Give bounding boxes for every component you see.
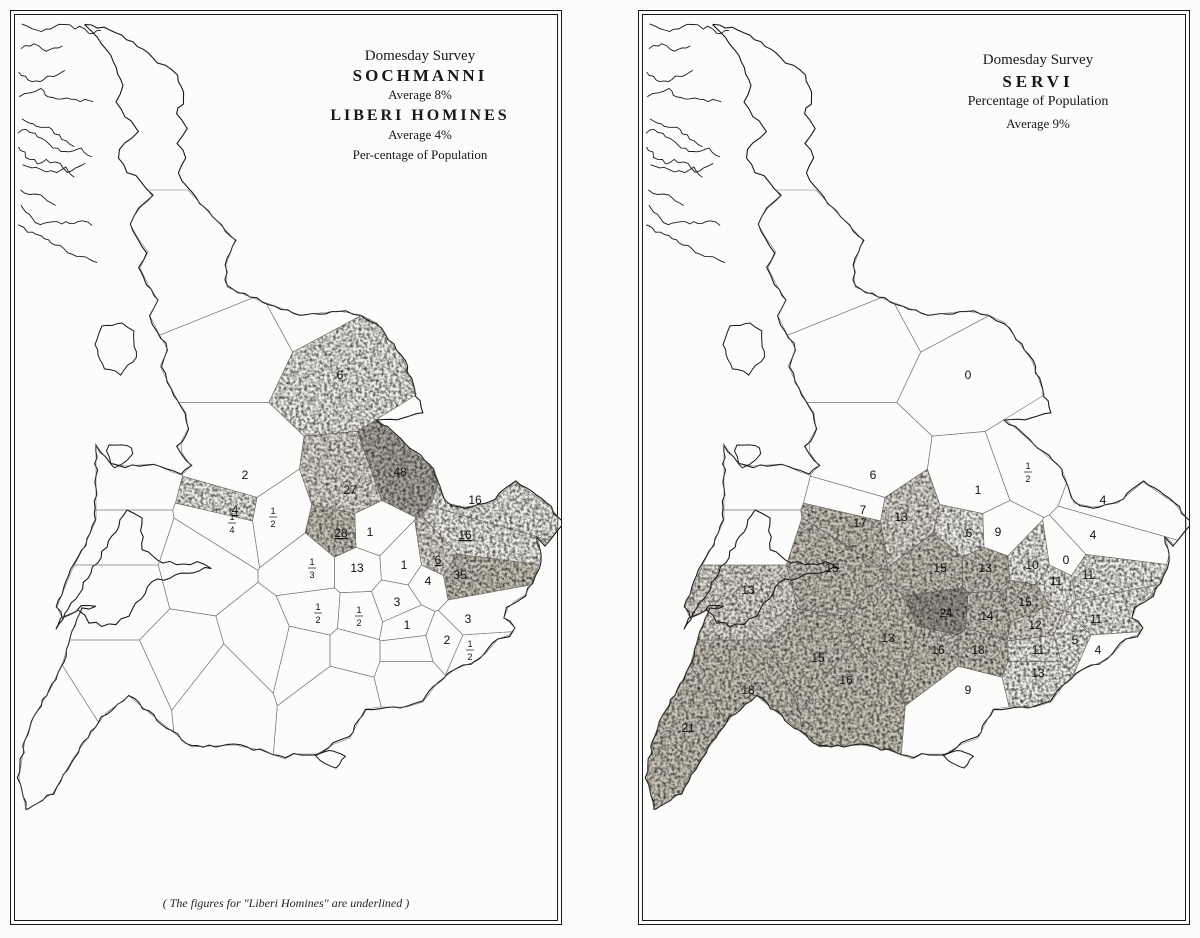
svg-text:15: 15 xyxy=(811,651,825,665)
svg-text:2: 2 xyxy=(467,652,472,662)
svg-text:27: 27 xyxy=(343,483,357,497)
svg-text:13: 13 xyxy=(741,583,755,597)
svg-text:11: 11 xyxy=(1032,643,1045,657)
svg-text:11: 11 xyxy=(1082,568,1095,582)
svg-text:4: 4 xyxy=(229,525,234,535)
svg-text:10: 10 xyxy=(1025,558,1039,572)
svg-text:1: 1 xyxy=(270,506,275,516)
svg-text:2: 2 xyxy=(444,633,451,647)
svg-text:13: 13 xyxy=(881,631,895,645)
svg-text:18: 18 xyxy=(741,683,755,697)
svg-text:14: 14 xyxy=(980,609,994,623)
svg-text:3: 3 xyxy=(309,570,314,580)
svg-text:3: 3 xyxy=(465,612,472,626)
svg-text:16: 16 xyxy=(458,528,472,542)
svg-text:13: 13 xyxy=(978,561,992,575)
svg-text:2: 2 xyxy=(315,615,320,625)
svg-text:12: 12 xyxy=(1028,618,1042,632)
svg-text:15: 15 xyxy=(1018,595,1032,609)
svg-text:17: 17 xyxy=(853,516,867,530)
svg-text:7: 7 xyxy=(860,503,867,517)
svg-text:16: 16 xyxy=(931,643,945,657)
svg-text:4: 4 xyxy=(1100,493,1107,507)
svg-text:28: 28 xyxy=(334,526,348,540)
svg-text:13: 13 xyxy=(350,561,364,575)
svg-text:24: 24 xyxy=(939,606,953,620)
svg-text:48: 48 xyxy=(393,465,407,479)
svg-text:5: 5 xyxy=(1072,633,1079,647)
svg-text:18: 18 xyxy=(971,643,985,657)
svg-text:6: 6 xyxy=(966,526,973,540)
svg-text:6: 6 xyxy=(435,553,442,567)
svg-text:2: 2 xyxy=(356,618,361,628)
svg-text:4: 4 xyxy=(1090,528,1097,542)
svg-text:2: 2 xyxy=(242,468,249,482)
svg-text:35: 35 xyxy=(453,568,467,582)
svg-text:13: 13 xyxy=(894,510,908,524)
svg-text:1: 1 xyxy=(356,605,361,615)
svg-text:0: 0 xyxy=(1063,553,1070,567)
svg-text:21: 21 xyxy=(681,721,695,735)
svg-text:4: 4 xyxy=(1095,643,1102,657)
svg-text:0: 0 xyxy=(965,368,972,382)
svg-text:1: 1 xyxy=(315,602,320,612)
svg-text:1: 1 xyxy=(467,639,472,649)
svg-text:9: 9 xyxy=(995,525,1002,539)
svg-text:6: 6 xyxy=(337,368,344,382)
svg-text:11: 11 xyxy=(1050,574,1063,588)
svg-text:2: 2 xyxy=(1025,474,1030,484)
svg-text:3: 3 xyxy=(394,595,401,609)
svg-text:13: 13 xyxy=(1031,666,1045,680)
svg-text:16: 16 xyxy=(839,673,853,687)
svg-text:1: 1 xyxy=(309,557,314,567)
svg-text:1: 1 xyxy=(404,618,411,632)
svg-text:1: 1 xyxy=(401,558,408,572)
svg-text:1: 1 xyxy=(367,525,374,539)
svg-text:11: 11 xyxy=(1090,612,1103,626)
svg-text:1: 1 xyxy=(229,512,234,522)
svg-text:15: 15 xyxy=(825,561,839,575)
svg-text:2: 2 xyxy=(270,519,275,529)
svg-text:16: 16 xyxy=(468,493,482,507)
svg-text:6: 6 xyxy=(870,468,877,482)
svg-text:4: 4 xyxy=(425,574,432,588)
svg-text:1: 1 xyxy=(1025,461,1030,471)
svg-text:9: 9 xyxy=(965,683,972,697)
svg-text:15: 15 xyxy=(933,561,947,575)
svg-text:1: 1 xyxy=(975,483,982,497)
